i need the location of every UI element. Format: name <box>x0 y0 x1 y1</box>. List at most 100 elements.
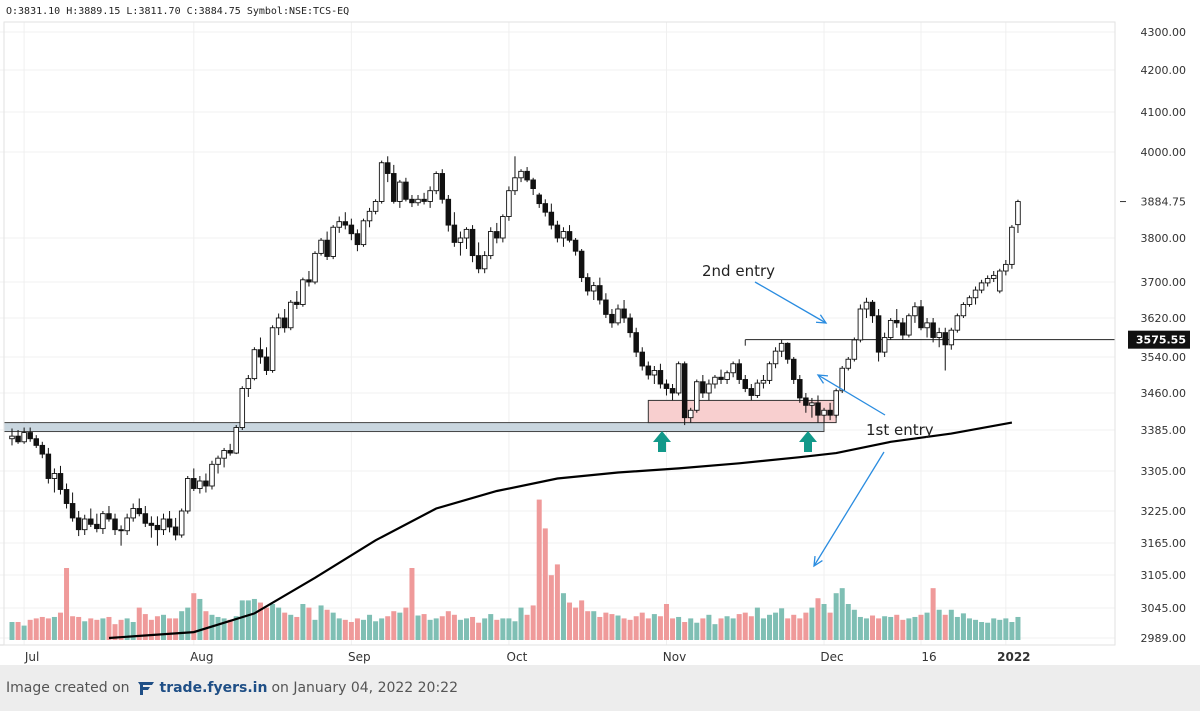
volume-bar <box>579 600 585 640</box>
candle <box>118 525 124 546</box>
candle <box>209 460 215 490</box>
candle <box>263 347 270 375</box>
volume-bar <box>821 604 827 640</box>
candle <box>57 465 64 495</box>
candle <box>821 407 827 423</box>
volume-bar <box>173 618 179 640</box>
volume-bar <box>1015 616 1021 640</box>
candle <box>584 273 591 296</box>
candle <box>639 347 645 371</box>
volume-bar <box>900 619 906 640</box>
footer-suffix: on January 04, 2022 20:22 <box>271 680 458 696</box>
annotation-2nd-entry: 2nd entry <box>702 262 775 280</box>
candle <box>15 430 21 444</box>
volume-bar <box>373 621 379 640</box>
candle <box>372 199 379 215</box>
volume-bar <box>457 619 463 640</box>
volume-bar <box>997 619 1003 640</box>
price-tick-label: 3385.00 <box>1141 424 1187 437</box>
candle <box>154 516 161 546</box>
candle <box>75 511 82 537</box>
volume-bar <box>179 611 185 640</box>
volume-bar <box>82 621 88 640</box>
volume-bar <box>979 622 985 640</box>
volume-bar <box>142 614 148 640</box>
candle <box>427 186 433 208</box>
candle <box>512 156 518 195</box>
time-tick-label: Dec <box>820 650 843 664</box>
volume-bar <box>433 618 439 640</box>
volume-bar <box>251 598 257 640</box>
candle <box>51 468 58 493</box>
volume-bar <box>445 611 451 640</box>
volume-bar <box>451 614 457 640</box>
price-tick-label: 2989.00 <box>1141 632 1187 645</box>
candle <box>990 271 997 282</box>
candle <box>481 251 488 274</box>
volume-bar <box>476 622 482 640</box>
footer-brand[interactable]: trade.fyers.in <box>159 680 268 696</box>
volume-bar <box>633 616 639 640</box>
candle <box>245 375 252 397</box>
volume-bar <box>324 609 330 640</box>
time-axis[interactable]: Jul Aug Sep Oct Nov Dec 16 2022 <box>0 21 1200 665</box>
volume-bar <box>682 622 688 640</box>
candle <box>857 304 864 343</box>
candle <box>421 192 427 205</box>
candle <box>615 304 621 326</box>
candle <box>39 441 46 459</box>
volume-bar <box>185 607 191 640</box>
candle <box>439 169 446 204</box>
volume-bar <box>542 528 548 640</box>
candle <box>766 361 773 384</box>
candle <box>542 199 549 217</box>
last-price-label: 3884.75 <box>1141 196 1187 209</box>
volume-bar <box>100 618 106 640</box>
ma-line <box>108 421 1013 640</box>
moving-average <box>108 421 1013 640</box>
candle <box>536 192 542 208</box>
volume-bar <box>482 618 488 640</box>
time-tick-label: Oct <box>507 650 528 664</box>
candle <box>178 508 185 538</box>
candle <box>9 428 15 446</box>
volume-bar <box>415 615 421 640</box>
volume-bar <box>306 607 312 640</box>
candle <box>930 318 936 343</box>
volume-bar <box>51 616 57 640</box>
volume-bar <box>203 611 209 640</box>
candle <box>621 300 627 323</box>
candle <box>130 503 136 522</box>
candle <box>603 293 609 318</box>
candle <box>657 363 664 389</box>
candle <box>730 361 736 378</box>
volume-bar <box>730 618 736 640</box>
candle <box>784 342 791 364</box>
candle <box>906 313 912 338</box>
candle <box>354 229 361 252</box>
candle <box>518 169 524 183</box>
candle <box>45 447 52 484</box>
volume-bar <box>948 609 954 640</box>
volume-bar <box>500 618 506 640</box>
price-chart[interactable]: O:3831.10 H:3889.15 L:3811.70 C:3884.75 … <box>0 0 1200 665</box>
price-tick-label: 3800.00 <box>1141 232 1187 245</box>
volume-bar <box>45 618 51 640</box>
volume-bar <box>627 619 633 640</box>
candle <box>288 300 294 331</box>
candle <box>275 313 282 336</box>
price-tick-label: 3105.00 <box>1141 569 1187 582</box>
price-axis[interactable]: 4300.00 4200.00 4100.00 4000.00 3800.00 3700.… <box>1114 22 1200 647</box>
volume-bar <box>857 616 863 640</box>
volume-bar <box>294 616 300 640</box>
price-tick-label: 4100.00 <box>1141 106 1187 119</box>
candle <box>681 361 688 426</box>
candle <box>566 225 573 243</box>
candle <box>833 388 839 418</box>
candle <box>457 231 464 256</box>
candle <box>227 443 233 456</box>
candle <box>694 379 700 413</box>
candle <box>609 309 615 328</box>
volume-bar <box>779 608 785 640</box>
volume-bar <box>409 568 415 640</box>
